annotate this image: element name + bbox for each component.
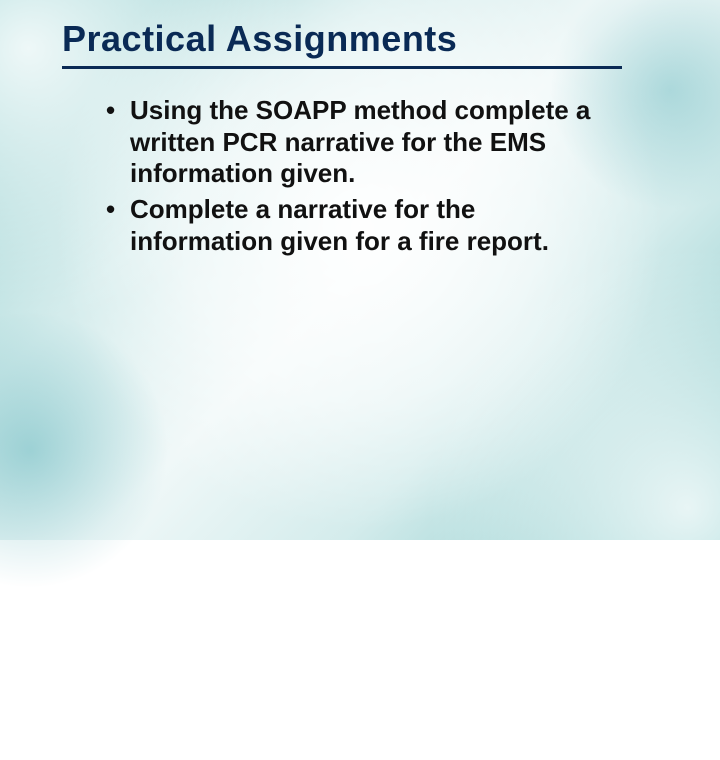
slide-title: Practical Assignments [62, 18, 622, 69]
bullet-item: Using the SOAPP method complete a writte… [102, 95, 592, 190]
bullet-item: Complete a narrative for the information… [102, 194, 592, 257]
slide-body: Using the SOAPP method complete a writte… [62, 69, 622, 258]
content-card: Practical Assignments Using the SOAPP me… [62, 18, 622, 488]
bullet-list: Using the SOAPP method complete a writte… [102, 95, 592, 258]
slide: Practical Assignments Using the SOAPP me… [0, 0, 720, 540]
